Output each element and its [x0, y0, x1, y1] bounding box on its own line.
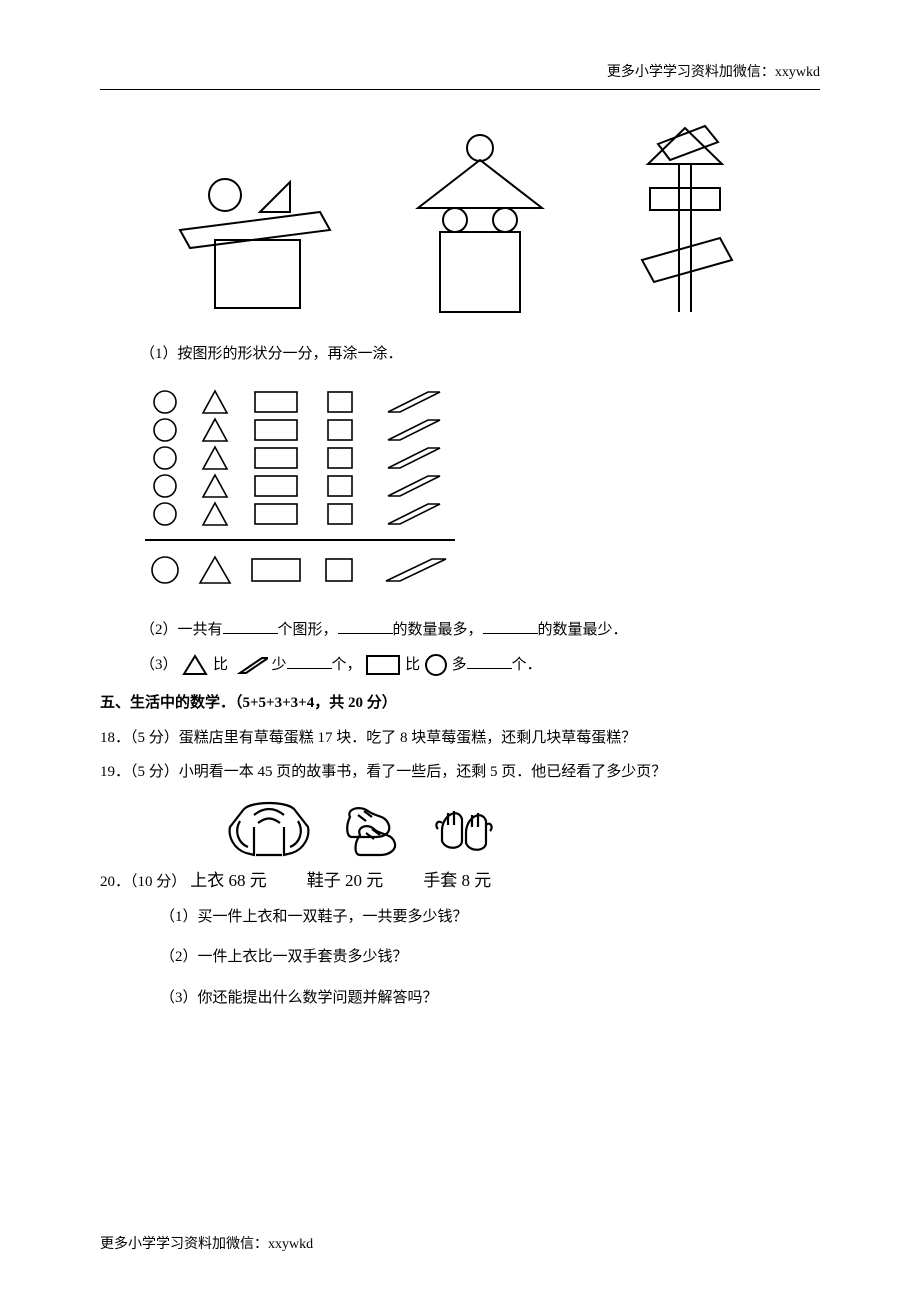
diagram-house-1: [170, 140, 340, 320]
section5-title-text: 五、生活中的数学．（5+5+3+3+4，共 20 分）: [100, 695, 397, 711]
q20-item1-label: 上衣 68 元: [190, 865, 267, 897]
diagram-house-2: [400, 130, 560, 320]
q20-sub2-text: （2）一件上衣比一双手套贵多少钱？: [160, 949, 408, 965]
q20-sub2: （2）一件上衣比一双手套贵多少钱？: [100, 943, 820, 972]
page-footer: 更多小学学习资料加微信：xxywkd: [100, 1232, 820, 1259]
blank[interactable]: [467, 652, 512, 669]
q20-line: 20．（10 分） 上衣 68 元 鞋子 20 元 手套 8 元: [100, 865, 820, 897]
t: 个图形，: [278, 622, 338, 638]
t: 多: [452, 657, 467, 673]
q17-sub3: （3） 比 少 个， 比 多 个．: [100, 651, 820, 680]
q17-sub2: （2）一共有 个图形， 的数量最多， 的数量最少．: [100, 616, 820, 645]
q20-item2-label: 鞋子 20 元: [307, 865, 384, 897]
t: （3）: [140, 657, 178, 673]
q17-sub1-text: （1）按图形的形状分一分，再涂一涂．: [140, 346, 403, 362]
q20-item3-label: 手套 8 元: [423, 865, 491, 897]
footer-text: 更多小学学习资料加微信：xxywkd: [100, 1237, 313, 1252]
shoes-icon: [338, 801, 408, 859]
q20-items-row: [100, 797, 820, 859]
blank[interactable]: [338, 618, 393, 635]
blank[interactable]: [287, 652, 332, 669]
q20-sub3-text: （3）你还能提出什么数学问题并解答吗？: [160, 990, 438, 1006]
t: （2）一共有: [140, 622, 223, 638]
q17-sub1: （1）按图形的形状分一分，再涂一涂．: [100, 340, 820, 369]
header-text: 更多小学学习资料加微信：xxywkd: [607, 65, 820, 80]
parallelogram-icon: [232, 655, 268, 675]
q20-prefix: 20．（10 分）: [100, 868, 186, 897]
t: 少: [272, 657, 287, 673]
q18-text: 18．（5 分）蛋糕店里有草莓蛋糕 17 块．吃了 8 块草莓蛋糕，还剩几块草莓…: [100, 730, 636, 746]
t: 的数量最少．: [538, 622, 628, 638]
shapes-grid: [140, 382, 820, 602]
triangle-icon: [181, 654, 209, 676]
t: 个．: [512, 657, 542, 673]
q18: 18．（5 分）蛋糕店里有草莓蛋糕 17 块．吃了 8 块草莓蛋糕，还剩几块草莓…: [100, 724, 820, 753]
t: 比: [405, 657, 420, 673]
rectangle-icon: [365, 654, 401, 676]
diagram-signpost: [620, 120, 750, 320]
circle-icon: [424, 653, 448, 677]
q20-sub3: （3）你还能提出什么数学问题并解答吗？: [100, 984, 820, 1013]
t: 比: [213, 657, 228, 673]
jacket-icon: [224, 797, 314, 859]
q20-sub1-text: （1）买一件上衣和一双鞋子，一共要多少钱？: [160, 909, 468, 925]
composite-diagrams: [140, 120, 780, 320]
t: 的数量最多，: [393, 622, 483, 638]
section5-title: 五、生活中的数学．（5+5+3+3+4，共 20 分）: [100, 689, 820, 718]
q20-sub1: （1）买一件上衣和一双鞋子，一共要多少钱？: [100, 903, 820, 932]
gloves-icon: [432, 801, 496, 859]
blank[interactable]: [223, 618, 278, 635]
blank[interactable]: [483, 618, 538, 635]
q19-text: 19．（5 分）小明看一本 45 页的故事书，看了一些后，还剩 5 页．他已经看…: [100, 764, 666, 780]
page-header: 更多小学学习资料加微信：xxywkd: [100, 60, 820, 90]
q19: 19．（5 分）小明看一本 45 页的故事书，看了一些后，还剩 5 页．他已经看…: [100, 758, 820, 787]
t: 个，: [332, 657, 362, 673]
